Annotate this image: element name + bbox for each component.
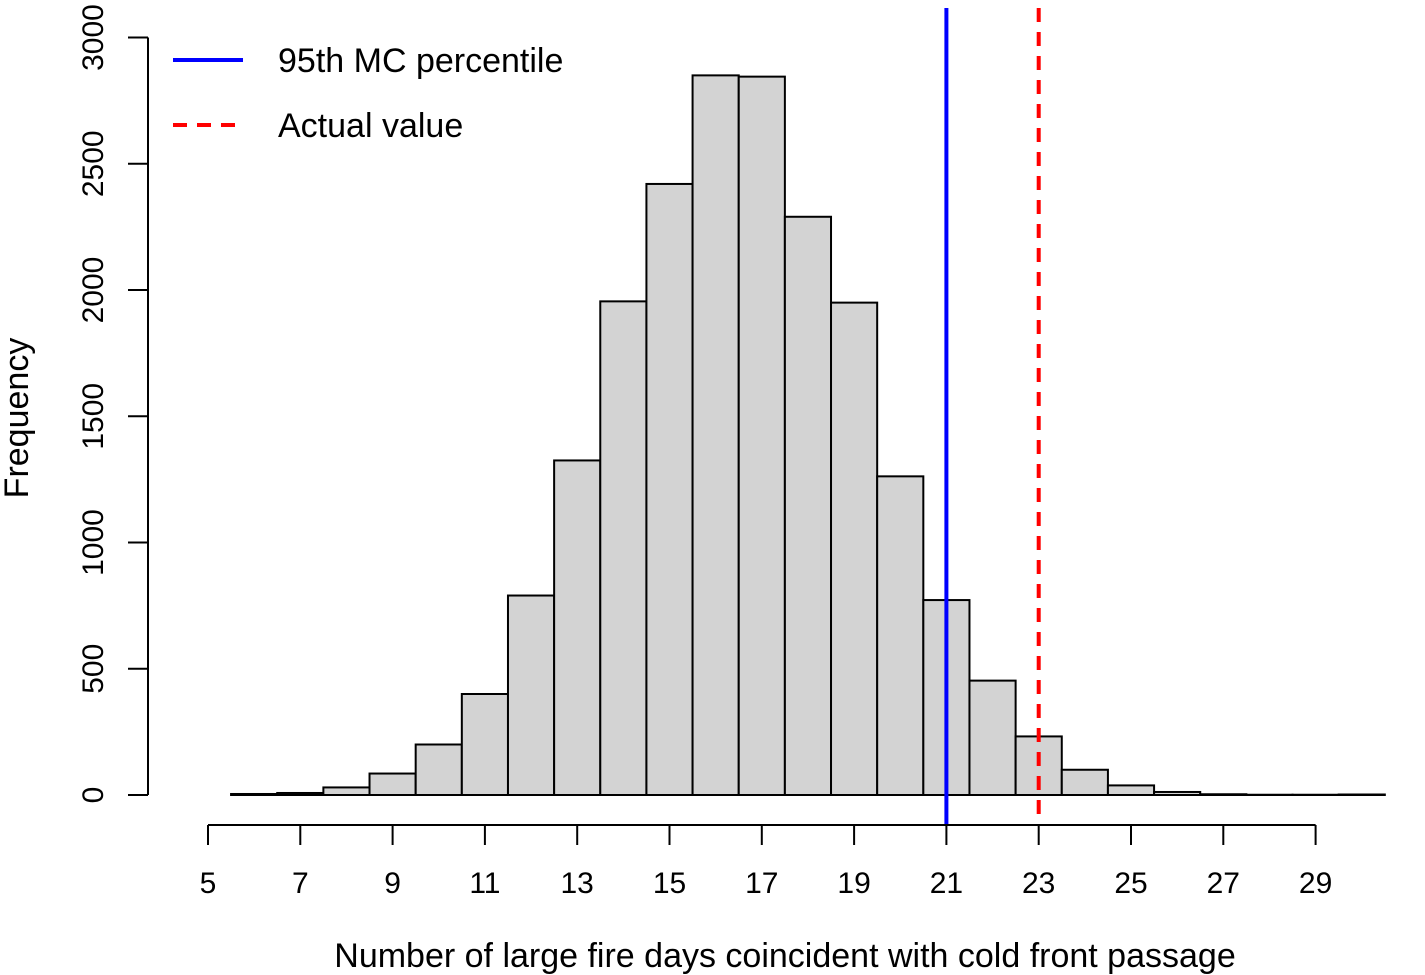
x-tick-label-3: 11 bbox=[469, 867, 500, 900]
histogram-bar-0 bbox=[230, 792, 279, 796]
histogram-bar-5 bbox=[460, 693, 509, 796]
x-tick-label-2: 9 bbox=[384, 867, 401, 900]
histogram-bar-21 bbox=[1199, 793, 1248, 796]
x-tick-label-8: 21 bbox=[930, 867, 963, 900]
histogram-bar-20 bbox=[1153, 790, 1202, 796]
x-tick-label-7: 19 bbox=[837, 867, 870, 900]
legend: 95th MC percentile Actual value bbox=[173, 42, 563, 145]
histogram-bar-1 bbox=[276, 791, 325, 796]
histogram-bar-6 bbox=[506, 594, 556, 797]
histogram-bar-8 bbox=[599, 300, 648, 796]
y-axis-label: Frequency bbox=[0, 338, 36, 499]
x-tick-label-6: 17 bbox=[745, 867, 778, 900]
x-tick-label-10: 25 bbox=[1114, 867, 1147, 900]
x-tick-label-0: 5 bbox=[200, 867, 217, 900]
histogram-bar-14 bbox=[876, 475, 925, 796]
histogram-bars bbox=[230, 74, 1386, 797]
histogram-bar-2 bbox=[322, 786, 371, 796]
histogram-bar-16 bbox=[968, 679, 1017, 796]
legend-label-1: Actual value bbox=[278, 107, 463, 145]
histogram-bar-7 bbox=[553, 459, 602, 796]
y-tick-label-3: 1500 bbox=[77, 383, 110, 450]
y-axis: 0 500 1000 1500 2000 2500 3000 bbox=[77, 4, 149, 804]
x-tick-label-5: 15 bbox=[653, 867, 686, 900]
x-axis: 5 7 9 11 13 15 17 19 21 23 25 27 29 bbox=[200, 824, 1332, 900]
histogram-bar-19 bbox=[1106, 784, 1156, 797]
histogram-bar-18 bbox=[1060, 768, 1109, 796]
histogram-bar-4 bbox=[414, 743, 463, 796]
y-tick-label-4: 2000 bbox=[77, 257, 110, 324]
x-axis-label: Number of large fire days coincident wit… bbox=[334, 937, 1235, 975]
histogram-bar-9 bbox=[645, 182, 694, 796]
x-tick-label-11: 27 bbox=[1207, 867, 1240, 900]
y-tick-label-2: 1000 bbox=[77, 509, 110, 576]
x-tick-label-12: 29 bbox=[1299, 867, 1332, 900]
histogram-bar-11 bbox=[737, 75, 786, 796]
y-tick-label-6: 3000 bbox=[77, 4, 110, 71]
x-tick-label-9: 23 bbox=[1022, 867, 1055, 900]
histogram-bar-12 bbox=[783, 215, 833, 796]
x-tick-label-4: 13 bbox=[561, 867, 594, 900]
histogram-bar-13 bbox=[830, 301, 879, 796]
reference-lines bbox=[944, 8, 1041, 825]
histogram-bar-3 bbox=[368, 772, 417, 796]
y-tick-label-0: 0 bbox=[77, 787, 110, 804]
histogram-bar-24 bbox=[1337, 793, 1386, 796]
y-tick-label-1: 500 bbox=[77, 644, 110, 694]
legend-label-0: 95th MC percentile bbox=[278, 42, 563, 80]
x-tick-label-1: 7 bbox=[292, 867, 309, 900]
histogram-bar-10 bbox=[691, 74, 740, 796]
y-tick-label-5: 2500 bbox=[77, 130, 110, 197]
